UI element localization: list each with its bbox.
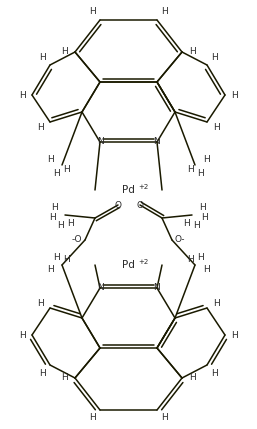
Text: N: N [97, 284, 103, 293]
Text: H: H [62, 48, 68, 57]
Text: +2: +2 [138, 259, 148, 265]
Text: H: H [232, 91, 238, 100]
Text: H: H [212, 369, 218, 378]
Text: H: H [39, 52, 45, 61]
Text: H: H [37, 299, 43, 308]
Text: N: N [154, 284, 160, 293]
Text: Pd: Pd [122, 185, 134, 195]
Text: O-: O- [175, 236, 185, 245]
Text: H: H [47, 266, 53, 275]
Text: H: H [212, 52, 218, 61]
Text: Pd: Pd [122, 260, 134, 270]
Text: H: H [54, 169, 60, 178]
Text: H: H [204, 155, 210, 164]
Text: H: H [50, 212, 56, 221]
Text: H: H [89, 414, 95, 423]
Text: H: H [187, 166, 193, 175]
Text: O: O [136, 200, 143, 209]
Text: +2: +2 [138, 184, 148, 190]
Text: H: H [67, 218, 74, 227]
Text: -O: -O [72, 236, 82, 245]
Text: H: H [189, 374, 195, 383]
Text: H: H [197, 253, 203, 262]
Text: H: H [214, 123, 220, 132]
Text: H: H [214, 299, 220, 308]
Text: H: H [199, 202, 205, 211]
Text: H: H [19, 330, 25, 339]
Text: H: H [232, 330, 238, 339]
Text: H: H [194, 221, 200, 230]
Text: H: H [89, 7, 95, 16]
Text: H: H [47, 155, 53, 164]
Text: H: H [162, 7, 168, 16]
Text: O: O [115, 200, 122, 209]
Text: H: H [57, 221, 63, 230]
Text: H: H [54, 253, 60, 262]
Text: H: H [62, 374, 68, 383]
Text: H: H [37, 123, 43, 132]
Text: H: H [197, 169, 203, 178]
Text: H: H [19, 91, 25, 100]
Text: N: N [97, 138, 103, 146]
Text: H: H [204, 266, 210, 275]
Text: H: H [64, 166, 70, 175]
Text: H: H [39, 369, 45, 378]
Text: N: N [154, 138, 160, 146]
Text: H: H [64, 256, 70, 265]
Text: H: H [183, 218, 190, 227]
Text: H: H [201, 212, 207, 221]
Text: H: H [187, 256, 193, 265]
Text: H: H [162, 414, 168, 423]
Text: H: H [189, 48, 195, 57]
Text: H: H [52, 202, 58, 211]
